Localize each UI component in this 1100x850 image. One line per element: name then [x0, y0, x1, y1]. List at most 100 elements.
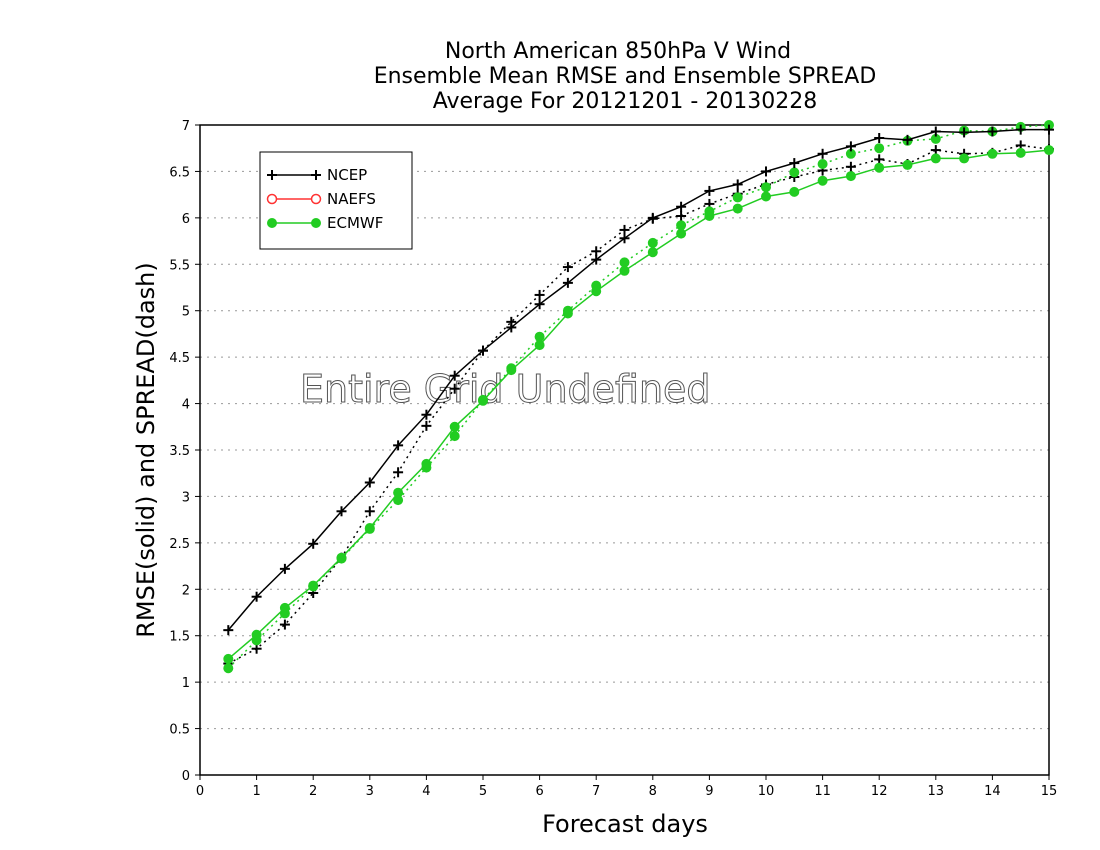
y-tick-label: 2.5	[169, 537, 190, 552]
data-point-plus	[647, 212, 658, 223]
data-point-plus	[534, 289, 545, 300]
data-point-plus	[364, 506, 375, 517]
series-line	[227, 144, 1050, 665]
data-point-circle	[562, 308, 573, 319]
axes	[195, 124, 1050, 780]
x-tick-label: 5	[479, 784, 487, 799]
data-point-circle	[449, 431, 460, 442]
title-line-1: North American 850hPa V Wind	[445, 39, 791, 64]
data-point-circle	[676, 220, 687, 231]
data-point-circle	[732, 192, 743, 203]
data-point-circle	[478, 395, 488, 406]
data-point-plus	[562, 262, 573, 273]
data-point-circle	[789, 186, 800, 197]
data-point-plus	[930, 145, 941, 156]
data-point-circle	[1015, 147, 1026, 158]
y-axis-label: RMSE(solid) and SPREAD(dash)	[132, 262, 160, 638]
data-point-plus	[704, 185, 715, 196]
data-point-plus	[874, 133, 885, 143]
data-point-circle	[449, 421, 460, 432]
data-point-plus	[676, 201, 687, 212]
data-point-circle	[223, 663, 234, 674]
data-point-plus	[732, 179, 743, 190]
x-tick-label: 8	[649, 784, 657, 799]
data-point-circle	[930, 153, 941, 164]
data-point-plus	[251, 591, 262, 602]
data-point-plus	[534, 299, 545, 310]
data-point-plus	[421, 409, 432, 420]
x-tick-label: 1	[252, 784, 260, 799]
data-point-circle	[647, 247, 658, 258]
title-line-3: Average For 20121201 - 20130228	[433, 89, 818, 114]
data-point-circle	[676, 228, 687, 239]
data-point-plus	[789, 158, 800, 169]
data-point-circle	[732, 203, 743, 214]
data-point-plus	[449, 370, 460, 381]
data-point-circle	[279, 602, 290, 613]
data-point-plus	[279, 563, 290, 574]
data-point-circle	[267, 218, 277, 228]
data-point-plus	[845, 161, 856, 172]
legend-entry-ecmwf: ECMWF	[267, 214, 383, 232]
data-point-circle	[223, 653, 234, 664]
data-point-plus	[364, 477, 375, 488]
title-line-2: Ensemble Mean RMSE and Ensemble SPREAD	[374, 64, 877, 89]
data-point-circle	[336, 552, 347, 563]
data-point-circle	[647, 237, 658, 248]
data-point-plus	[223, 625, 234, 636]
x-tick-label: 12	[871, 784, 888, 799]
y-tick-label: 0	[182, 769, 190, 784]
data-point-open-circle	[266, 193, 278, 205]
series-ecmwf-rmse	[223, 145, 1054, 664]
series-ncep-rmse	[223, 124, 1054, 636]
data-point-circle	[959, 153, 970, 164]
data-point-circle	[987, 148, 998, 159]
series	[223, 120, 1054, 674]
data-point-plus	[311, 170, 321, 180]
x-tick-label: 15	[1041, 784, 1058, 799]
data-point-circle	[421, 458, 432, 469]
data-point-plus	[421, 420, 432, 431]
x-tick-label: 13	[928, 784, 945, 799]
data-point-circle	[534, 331, 545, 342]
x-tick-label: 0	[196, 784, 204, 799]
data-point-plus	[987, 126, 998, 137]
data-point-circle	[874, 143, 885, 154]
x-tick-label: 3	[366, 784, 374, 799]
x-tick-label: 6	[535, 784, 543, 799]
x-tick-label: 14	[984, 784, 1001, 799]
y-tick-label: 7	[182, 119, 190, 134]
data-point-circle	[761, 182, 771, 193]
data-point-plus	[1044, 124, 1054, 135]
legend-label: ECMWF	[327, 214, 383, 232]
data-point-plus	[930, 126, 941, 137]
data-point-circle	[619, 257, 630, 268]
data-point-plus	[478, 345, 488, 356]
y-tick-label: 2	[182, 583, 190, 598]
series-line	[227, 128, 1049, 631]
data-point-plus	[251, 643, 262, 654]
data-point-plus	[591, 254, 602, 265]
y-tick-label: 5	[182, 305, 190, 320]
legend-box	[259, 151, 413, 250]
data-point-circle	[364, 523, 375, 533]
legend-entry-naefs: NAEFS	[266, 190, 376, 208]
y-tick-label: 4.5	[169, 351, 190, 366]
data-point-plus	[619, 224, 630, 235]
data-point-plus	[562, 277, 573, 288]
y-tick-label: 3.5	[169, 444, 190, 459]
data-point-plus	[591, 246, 602, 257]
data-point-plus	[619, 233, 630, 244]
data-point-plus	[1015, 124, 1026, 135]
y-tick-label: 1	[182, 676, 190, 691]
data-point-circle	[534, 340, 545, 351]
data-point-circle	[902, 159, 913, 170]
data-point-circle	[506, 365, 517, 376]
legend-entry-ncep: NCEP	[267, 166, 367, 184]
data-point-plus	[393, 467, 404, 478]
data-point-circle	[704, 211, 715, 221]
chart-title: North American 850hPa V Wind Ensemble Me…	[374, 39, 877, 114]
x-tick-label: 9	[705, 784, 713, 799]
y-tick-label: 6	[182, 212, 190, 227]
